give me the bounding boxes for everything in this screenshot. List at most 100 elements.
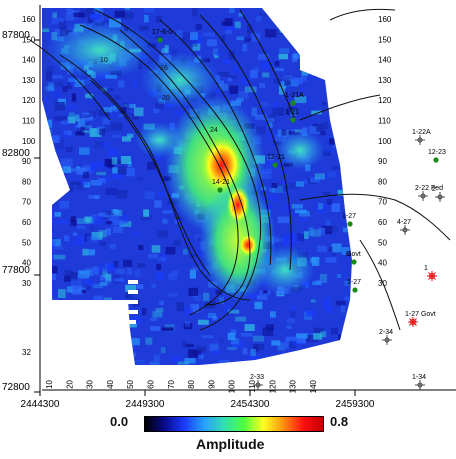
x-tick-label: 2454300 <box>231 399 270 410</box>
well-name-label: 4-27 <box>397 219 411 226</box>
oil-well-marker <box>352 287 358 293</box>
column-numbers-bottom: 10 20 30 40 50 60 70 80 90 100 110 120 130 140 <box>45 379 318 393</box>
column-number: 90 <box>207 379 216 388</box>
contour-labels: 10 16 20 24 <box>100 57 218 134</box>
well-name-label: 2-33 <box>250 374 264 381</box>
row-number-left: 30 <box>22 279 31 288</box>
oil-well-marker <box>290 117 296 123</box>
column-number: 20 <box>65 379 74 388</box>
row-number-left: 40 <box>22 259 31 268</box>
dry-well-marker <box>415 135 425 145</box>
row-number-right: 160 <box>378 15 392 24</box>
column-number: 130 <box>289 379 298 393</box>
well-name-label: 1-27 <box>342 213 356 220</box>
well-name-label: 2 <box>432 186 436 193</box>
row-numbers-right: 160 150 140 130 120 110 100 90 80 70 60 50 40 30 <box>378 15 392 288</box>
column-number: 100 <box>228 379 237 393</box>
row-number-right: 90 <box>378 157 387 166</box>
column-number: 80 <box>187 379 196 388</box>
structure-contours <box>29 8 451 331</box>
x-tick-label: 2459300 <box>336 399 375 410</box>
row-number-right: 150 <box>378 35 392 44</box>
well-name-label: 1-27 <box>347 279 361 286</box>
column-number: 140 <box>309 379 318 393</box>
contour-label: 24 <box>210 127 218 134</box>
row-number-right: 110 <box>378 117 391 126</box>
well-name-label: 17-6-0 <box>152 29 172 36</box>
y-tick-label: 82800 <box>2 148 30 159</box>
gas-well-marker <box>427 271 437 281</box>
well-name-label: 12-23 <box>428 149 446 156</box>
row-number-left: 50 <box>22 238 31 247</box>
row-number-right: 60 <box>378 218 387 227</box>
row-number-left: 100 <box>22 137 36 146</box>
coordinate-axes <box>34 5 456 396</box>
row-number-left: 140 <box>22 56 36 65</box>
contour-label: 10 <box>100 57 108 64</box>
row-number-right: 140 <box>378 56 392 65</box>
well-name-label: 1-21A <box>285 92 304 99</box>
column-number: 50 <box>126 379 135 388</box>
row-number-right: 120 <box>378 96 392 105</box>
legend-title: Amplitude <box>196 436 265 452</box>
row-number-right: 80 <box>378 177 387 186</box>
dry-well-marker <box>415 380 425 390</box>
oil-well-marker <box>433 157 439 163</box>
oil-well-marker <box>347 221 353 227</box>
dry-well-marker <box>435 192 445 202</box>
dry-well-marker <box>253 380 263 390</box>
column-number: 10 <box>45 379 54 388</box>
y-tick-label: 87800 <box>2 30 30 41</box>
row-number-left: 160 <box>22 15 36 24</box>
column-number: 70 <box>167 379 176 388</box>
y-axis-ticks: 87800 82800 77800 72800 <box>2 30 30 393</box>
contour-label: 20 <box>162 95 170 102</box>
row-number-right: 100 <box>378 137 392 146</box>
dry-well-marker <box>418 191 428 201</box>
well-name-label: 1 <box>424 265 428 272</box>
legend-min-label: 0.0 <box>110 414 129 429</box>
x-axis-ticks: 2444300 2449300 2454300 2459300 <box>21 399 375 410</box>
oil-well-marker <box>351 259 357 265</box>
row-number-left: 32 <box>22 348 31 357</box>
row-number-left: 120 <box>22 96 36 105</box>
column-number: 110 <box>248 379 257 392</box>
x-tick-label: 2449300 <box>126 399 165 410</box>
row-number-right: 30 <box>378 279 387 288</box>
row-number-right: 50 <box>378 238 387 247</box>
row-number-right: 40 <box>378 259 387 268</box>
column-number: 60 <box>147 379 156 388</box>
well-name-label: 14-21 <box>212 179 230 186</box>
row-number-left: 80 <box>22 177 31 186</box>
oil-well-marker <box>290 100 296 106</box>
oil-well-marker <box>157 37 163 43</box>
y-tick-label: 77800 <box>2 265 30 276</box>
well-name-label: 1-21 <box>285 109 299 116</box>
y-tick-label: 72800 <box>2 382 30 393</box>
column-number: 120 <box>268 379 277 393</box>
oil-well-marker <box>272 162 278 168</box>
amplitude-color-scale <box>144 416 324 432</box>
row-number-left: 90 <box>22 157 31 166</box>
gas-well-marker <box>408 317 418 327</box>
row-number-left: 60 <box>22 218 31 227</box>
well-name-label: Govt <box>346 251 361 258</box>
dry-well-marker <box>382 335 392 345</box>
column-number: 30 <box>86 379 95 388</box>
legend-max-label: 0.8 <box>330 414 349 429</box>
column-number: 40 <box>106 379 115 388</box>
survey-notches <box>128 280 138 324</box>
row-number-left: 150 <box>22 35 36 44</box>
dry-well-marker <box>400 225 410 235</box>
well-name-label: 1-34 <box>412 374 426 381</box>
row-number-left: 70 <box>22 198 31 207</box>
well-name-label: 12-21 <box>267 154 285 161</box>
row-numbers-left: 160 150 140 130 120 110 100 90 80 70 60 50 40 30 32 <box>22 15 36 357</box>
x-tick-label: 2444300 <box>21 399 60 410</box>
well-name-label: 2-34 <box>379 329 393 336</box>
well-name-label: 2-22 Fed <box>415 185 443 192</box>
well-name-label: 1-22A <box>412 129 431 136</box>
row-number-right: 70 <box>378 198 387 207</box>
